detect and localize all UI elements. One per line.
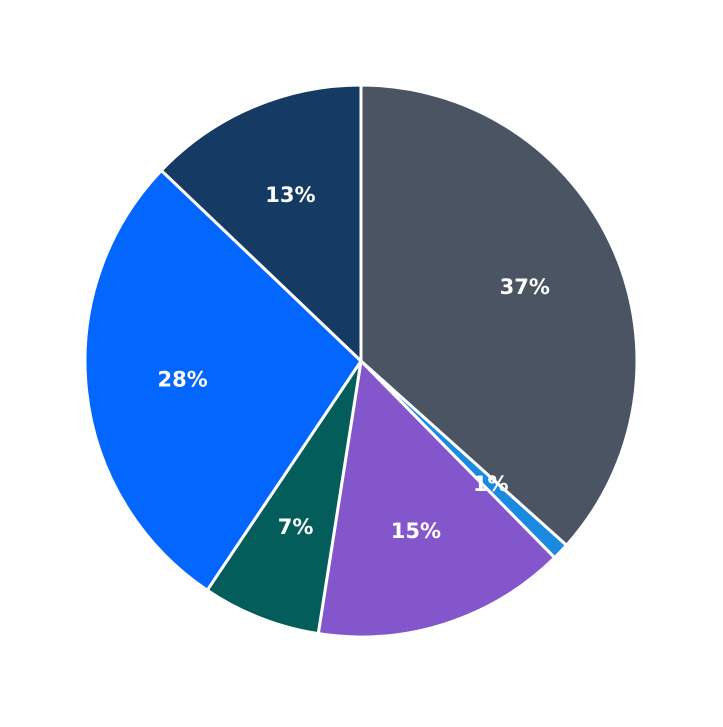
slice-label: 1% [473, 472, 509, 496]
slice-label: 15% [391, 519, 441, 543]
pie-slice [83, 168, 363, 592]
pie-slice [316, 359, 557, 639]
slice-label: 37% [500, 275, 550, 299]
slice-label: 13% [265, 183, 315, 207]
pie-slice [159, 83, 363, 363]
pie-slice [359, 83, 639, 547]
slice-label: 7% [278, 515, 314, 539]
pie-slice [205, 359, 363, 636]
slice-label: 28% [158, 367, 208, 391]
